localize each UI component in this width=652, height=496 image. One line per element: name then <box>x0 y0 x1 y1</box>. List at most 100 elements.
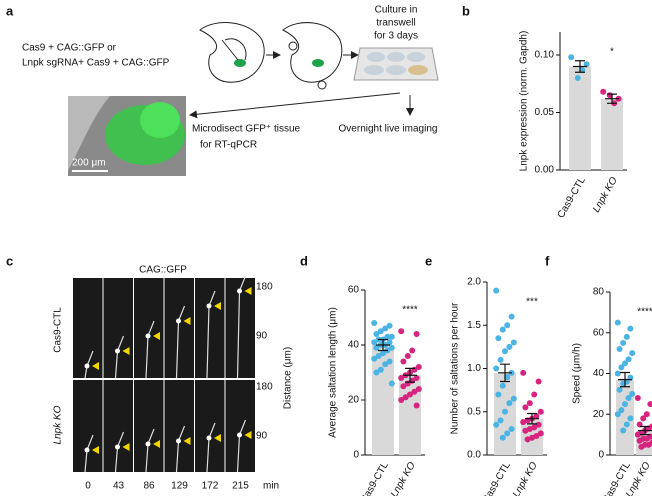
cell-body <box>176 318 181 324</box>
significance: * <box>610 47 614 58</box>
channel-label: CAG::GFP <box>139 265 187 276</box>
condition-text: Cas9 + CAG::GFP or <box>22 43 117 54</box>
time-tick-label: 0 <box>85 481 91 492</box>
data-point <box>388 344 395 351</box>
data-point <box>382 361 389 368</box>
y-tick-label: 60 <box>348 285 360 296</box>
significance: **** <box>637 307 652 318</box>
cell-body <box>115 444 120 450</box>
brain-slice <box>282 22 343 83</box>
data-point <box>636 437 643 444</box>
image-tile <box>73 278 103 378</box>
cell-body <box>237 432 242 438</box>
data-point <box>400 358 407 365</box>
data-point <box>629 350 636 357</box>
error-bar <box>573 60 587 73</box>
data-point <box>618 407 625 414</box>
data-point <box>506 343 513 350</box>
y-tick-label: 2.0 <box>467 277 481 288</box>
error-bar <box>376 338 390 352</box>
well <box>367 52 385 62</box>
data-point <box>614 370 621 377</box>
y-axis-label: Number of saltations per hour <box>450 302 461 434</box>
data-point <box>373 344 380 351</box>
data-point <box>629 390 636 397</box>
data-point <box>497 356 504 363</box>
data-point <box>398 397 405 403</box>
data-point <box>531 391 538 398</box>
x-tick-label: Cas9-CTL <box>556 175 589 220</box>
bar <box>601 98 623 170</box>
panel-label: d <box>300 253 308 268</box>
data-point <box>623 333 630 340</box>
data-point <box>380 350 386 357</box>
imaging-text: Overnight live imaging <box>339 124 438 135</box>
cell-body <box>145 333 151 339</box>
time-tick-label: 86 <box>143 481 155 492</box>
arrowhead <box>183 317 191 325</box>
significance: **** <box>402 305 418 316</box>
schematic: Cas9 + CAG::GFP or Lnpk sgRNA+ Cas9 + CA… <box>22 5 439 176</box>
data-point <box>499 326 506 333</box>
time-tick-label: 129 <box>171 481 188 492</box>
cell-body <box>84 447 90 453</box>
arrow <box>189 92 401 119</box>
data-point <box>400 383 407 390</box>
live-imaging: CAG::GFP Cas9-CTL Lnpk KO Distance (μm) … <box>53 265 294 492</box>
arrowhead <box>92 362 99 370</box>
data-point <box>386 339 393 346</box>
data-point <box>647 401 652 408</box>
image-tile <box>225 380 255 472</box>
data-point <box>522 427 529 434</box>
data-point <box>493 365 500 372</box>
data-point <box>526 400 533 407</box>
cell-body <box>115 348 120 354</box>
data-point <box>640 415 647 422</box>
error-bar <box>638 425 652 436</box>
data-point <box>634 394 641 401</box>
data-point <box>493 421 500 428</box>
data-point <box>574 75 581 81</box>
data-point <box>614 319 621 326</box>
y-tick-label: 0.00 <box>535 165 555 176</box>
arrowhead <box>183 437 191 445</box>
x-tick-label: Lnpk KO <box>591 175 620 214</box>
time-tick-label: 43 <box>113 481 125 492</box>
y-tick-label: 80 <box>593 287 605 298</box>
data-point <box>502 408 508 415</box>
data-point <box>373 331 380 337</box>
electrode <box>317 80 327 90</box>
gfp-signal <box>140 102 180 138</box>
y-axis-label: Average saltation length (μm) <box>328 307 339 438</box>
arrowhead <box>214 434 221 442</box>
y-tick-label: 1.0 <box>467 363 481 374</box>
distance-tick-label: 90 <box>256 431 268 442</box>
culture-text: transwell <box>376 18 415 29</box>
cell-body <box>206 303 212 309</box>
data-point <box>504 374 511 381</box>
data-point <box>493 287 500 294</box>
data-point <box>415 386 422 392</box>
distance-tick-label: 90 <box>256 331 268 342</box>
data-point <box>398 328 405 335</box>
data-point <box>499 382 506 389</box>
culture-text: Culture in <box>375 5 418 16</box>
data-point <box>583 61 590 68</box>
y-axis-label: Lnpk expression (norm. Gapdh) <box>519 31 530 172</box>
panel-label: e <box>425 253 432 268</box>
row-label: Cas9-CTL <box>53 307 64 353</box>
pipette <box>221 39 239 61</box>
distance-tick-label: 180 <box>256 382 273 393</box>
y-tick-label: 0.5 <box>467 406 481 417</box>
cell-body <box>176 438 181 444</box>
panel-label: b <box>462 3 470 18</box>
data-point <box>371 355 378 362</box>
x-tick-label: Cas9-CTL <box>359 460 392 496</box>
scale-bar-label: 200 μm <box>72 158 106 169</box>
arrowhead <box>214 302 221 310</box>
data-point <box>415 364 422 370</box>
cell-body <box>84 363 90 369</box>
cell-body <box>145 441 151 447</box>
arrowhead <box>122 443 130 451</box>
y-tick-label: 1.5 <box>467 320 481 331</box>
